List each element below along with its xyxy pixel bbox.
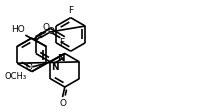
Text: O: O xyxy=(25,63,32,72)
Text: HO: HO xyxy=(11,25,25,34)
Text: O: O xyxy=(42,23,49,32)
Text: F: F xyxy=(59,38,64,47)
Text: N: N xyxy=(51,63,59,72)
Text: O: O xyxy=(59,99,66,108)
Text: O: O xyxy=(47,27,54,36)
Text: OCH₃: OCH₃ xyxy=(5,72,27,81)
Text: F: F xyxy=(68,6,73,15)
Text: N: N xyxy=(56,54,64,63)
